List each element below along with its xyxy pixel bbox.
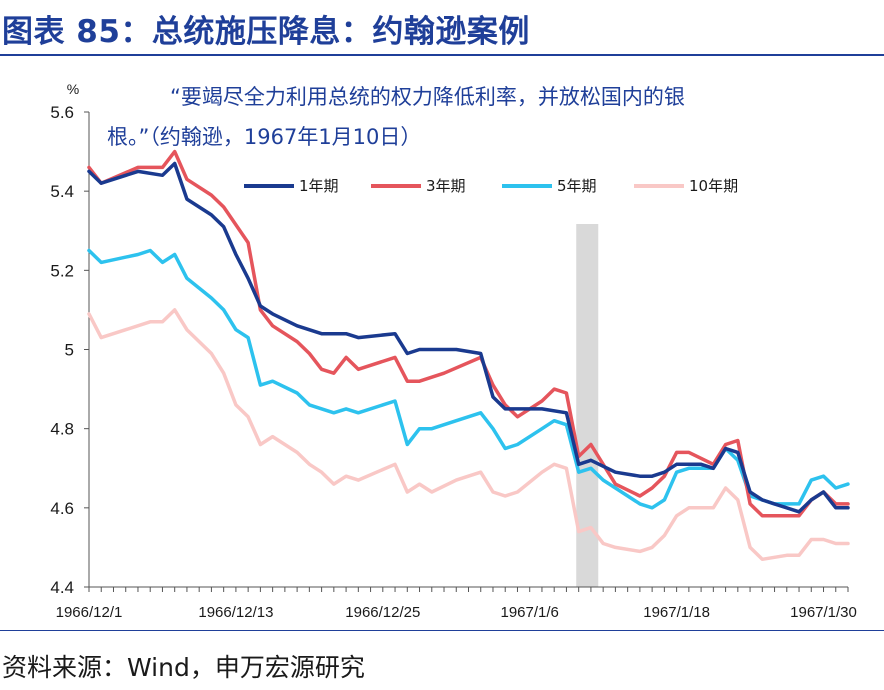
y-axis-unit-label: % (67, 81, 79, 97)
y-tick-label: 5.4 (50, 182, 74, 201)
x-tick-label: 1966/12/13 (198, 604, 273, 621)
annotation: “要竭尽全力利用总统的权力降低利率，并放松国内的银根。”（约翰逊，1967年1月… (107, 85, 685, 149)
series-line-1 (87, 149, 850, 518)
x-tick-label: 1967/1/30 (790, 604, 857, 621)
y-tick-label: 4.8 (50, 420, 74, 439)
figure-title: 图表 85：总统施压降息：约翰逊案例 (2, 14, 530, 50)
series-lines (87, 149, 850, 562)
title-divider (0, 54, 884, 56)
series-line-2 (87, 248, 850, 510)
x-tick-label: 1967/1/18 (643, 604, 710, 621)
legend-label: 1年期 (299, 177, 339, 195)
line-chart: 4.4 4.6 4.8 5 5.2 5.4 5.6% 1966/12/1 1966/12/13 1… (50, 81, 857, 621)
series-line-3 (87, 308, 850, 562)
y-tick-label: 4.6 (50, 499, 74, 518)
x-tick-label: 1966/12/25 (345, 604, 420, 621)
annotation-line: “要竭尽全力利用总统的权力降低利率，并放松国内的银 (170, 85, 685, 109)
x-tick-label: 1967/1/6 (501, 604, 559, 621)
annotation-line: 根。”（约翰逊，1967年1月10日） (107, 125, 421, 149)
source-divider (0, 630, 884, 631)
highlight-band (576, 224, 599, 587)
y-tick-label: 5 (65, 341, 74, 360)
source-note: 资料来源：Wind，申万宏源研究 (2, 653, 365, 682)
axes: 4.4 4.6 4.8 5 5.2 5.4 5.6% 1966/12/1 1966/12/13 1… (50, 81, 857, 621)
legend-label: 10年期 (689, 177, 738, 195)
y-tick-label: 5.2 (50, 261, 74, 280)
legend-label: 3年期 (426, 177, 466, 195)
series-line-0 (87, 161, 850, 514)
highlight-band-layer (576, 224, 599, 587)
legend-label: 5年期 (557, 177, 597, 195)
x-tick-label: 1966/12/1 (56, 604, 123, 621)
y-tick-label: 5.6 (50, 103, 74, 122)
y-tick-label: 4.4 (50, 578, 74, 597)
legend: 1年期 3年期 5年期 10年期 (244, 177, 738, 195)
